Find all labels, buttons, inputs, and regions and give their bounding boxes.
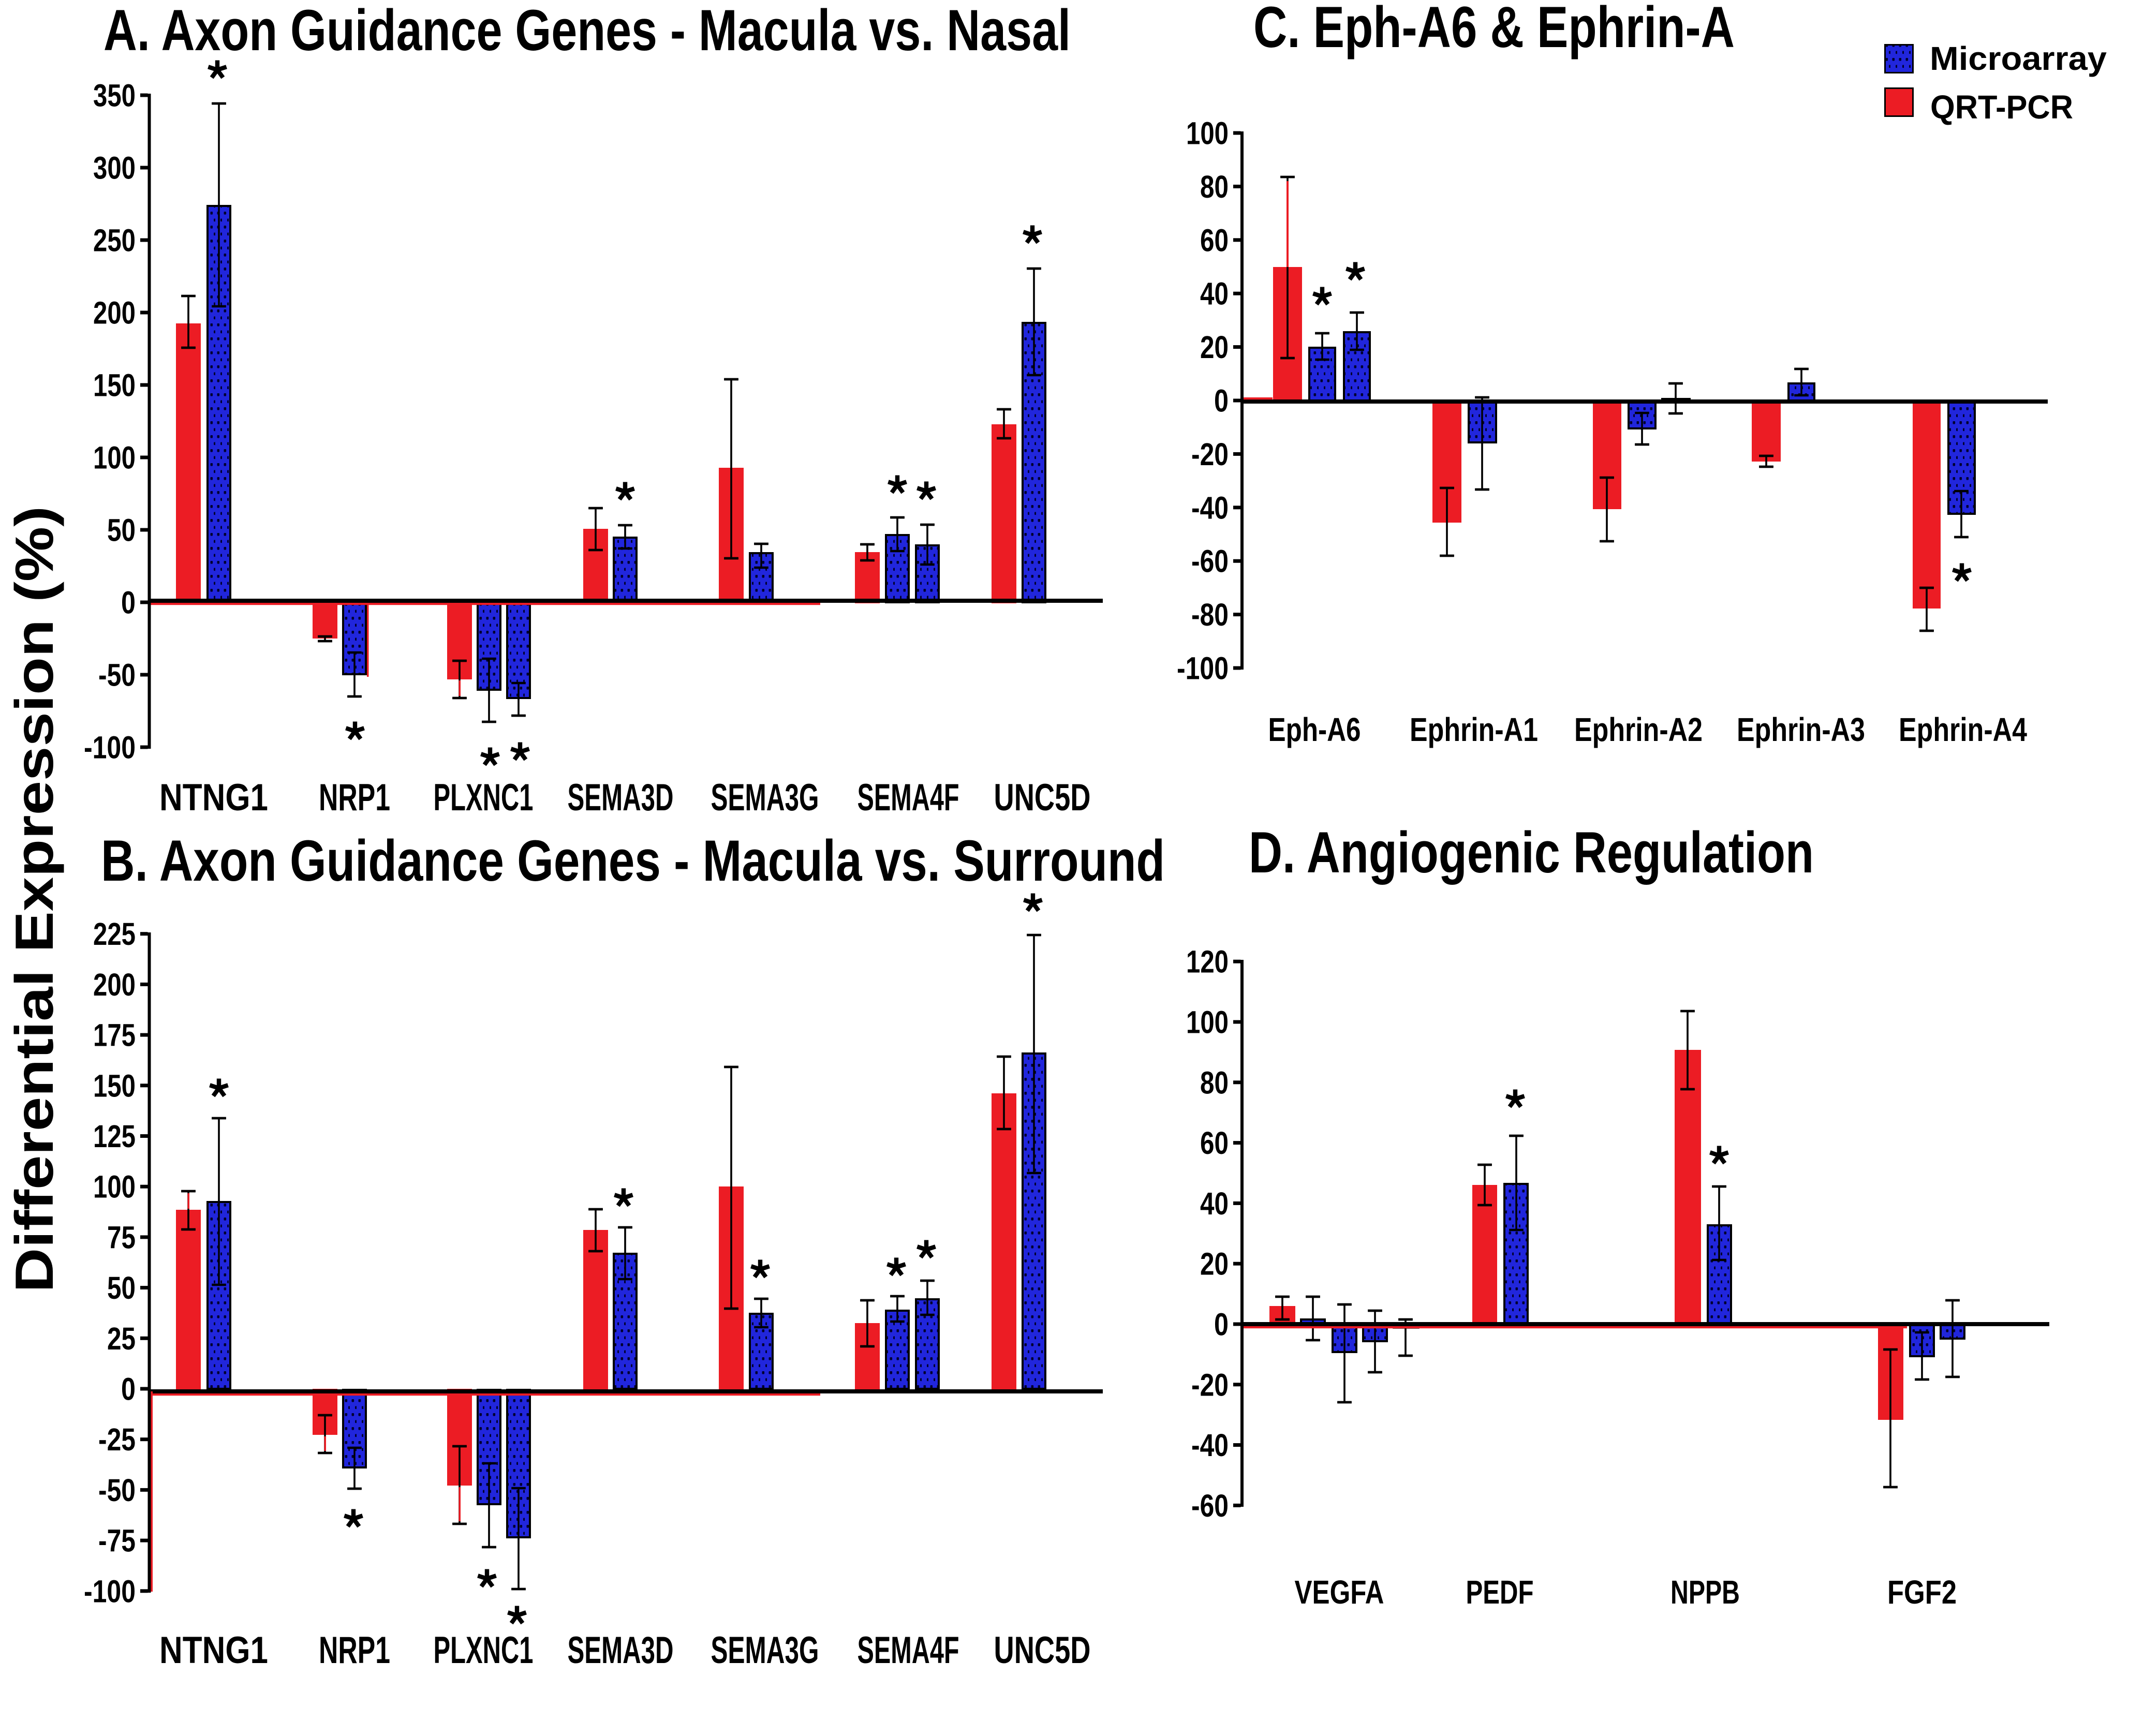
svg-text:350: 350 — [93, 78, 136, 113]
svg-text:FGF2: FGF2 — [1887, 1574, 1957, 1611]
svg-text:NRP1: NRP1 — [319, 777, 390, 819]
svg-text:0: 0 — [121, 585, 136, 620]
svg-text:Eph-A6: Eph-A6 — [1268, 711, 1361, 748]
svg-text:Microarray: Microarray — [1930, 40, 2107, 77]
svg-text:-50: -50 — [98, 658, 136, 693]
svg-text:100: 100 — [93, 1169, 136, 1205]
svg-text:Ephrin-A2: Ephrin-A2 — [1574, 711, 1703, 748]
svg-text:-60: -60 — [1191, 1488, 1229, 1523]
svg-text:SEMA3G: SEMA3G — [711, 1629, 819, 1671]
svg-text:SEMA4F: SEMA4F — [857, 1629, 959, 1671]
svg-text:175: 175 — [93, 1018, 136, 1053]
svg-text:NPPB: NPPB — [1670, 1574, 1740, 1611]
svg-text:Ephrin-A3: Ephrin-A3 — [1737, 711, 1865, 748]
svg-text:PLXNC1: PLXNC1 — [434, 777, 534, 819]
svg-text:125: 125 — [93, 1119, 136, 1154]
svg-text:200: 200 — [93, 967, 136, 1002]
svg-text:-40: -40 — [1191, 1428, 1229, 1463]
svg-text:-100: -100 — [1177, 651, 1229, 686]
svg-text:100: 100 — [93, 440, 136, 476]
svg-text:300: 300 — [93, 151, 136, 186]
svg-text:0: 0 — [1214, 383, 1229, 419]
svg-text:100: 100 — [1186, 1005, 1229, 1040]
svg-text:UNC5D: UNC5D — [994, 1629, 1091, 1671]
svg-text:-100: -100 — [84, 730, 136, 765]
svg-text:-80: -80 — [1191, 597, 1229, 632]
svg-text:200: 200 — [93, 295, 136, 331]
svg-text:QRT-PCR: QRT-PCR — [1930, 88, 2073, 126]
svg-text:C. Eph-A6 & Ephrin-A: C. Eph-A6 & Ephrin-A — [1253, 0, 1735, 60]
svg-text:SEMA3D: SEMA3D — [568, 1629, 674, 1671]
svg-text:-25: -25 — [98, 1422, 136, 1457]
svg-text:20: 20 — [1200, 1247, 1229, 1282]
svg-text:-20: -20 — [1191, 1367, 1229, 1402]
svg-text:0: 0 — [1214, 1307, 1229, 1342]
svg-text:A. Axon Guidance Genes - Macul: A. Axon Guidance Genes - Macula vs. Nasa… — [104, 0, 1071, 63]
svg-text:D. Angiogenic Regulation: D. Angiogenic Regulation — [1249, 820, 1814, 885]
svg-text:80: 80 — [1200, 169, 1229, 204]
svg-text:-50: -50 — [98, 1473, 136, 1508]
svg-text:25: 25 — [107, 1321, 136, 1356]
svg-text:-100: -100 — [84, 1574, 136, 1609]
svg-text:60: 60 — [1200, 1125, 1229, 1161]
svg-text:Ephrin-A4: Ephrin-A4 — [1899, 711, 2027, 748]
svg-text:NTNG1: NTNG1 — [159, 777, 268, 819]
svg-text:-20: -20 — [1191, 437, 1229, 472]
svg-text:Differential Expression (%): Differential Expression (%) — [5, 506, 65, 1293]
svg-text:120: 120 — [1186, 944, 1229, 980]
svg-text:UNC5D: UNC5D — [994, 777, 1091, 819]
svg-text:VEGFA: VEGFA — [1295, 1574, 1384, 1611]
svg-text:SEMA3G: SEMA3G — [711, 777, 819, 819]
svg-text:-60: -60 — [1191, 544, 1229, 579]
svg-text:B. Axon Guidance Genes - Macul: B. Axon Guidance Genes - Macula vs. Surr… — [101, 828, 1165, 893]
svg-text:150: 150 — [93, 368, 136, 403]
svg-text:Ephrin-A1: Ephrin-A1 — [1410, 711, 1538, 748]
svg-text:50: 50 — [107, 513, 136, 548]
svg-text:250: 250 — [93, 223, 136, 258]
svg-text:50: 50 — [107, 1270, 136, 1305]
svg-text:NTNG1: NTNG1 — [159, 1629, 268, 1671]
svg-text:-40: -40 — [1191, 490, 1229, 525]
svg-text:PLXNC1: PLXNC1 — [434, 1629, 534, 1671]
svg-text:SEMA4F: SEMA4F — [857, 777, 959, 819]
svg-text:150: 150 — [93, 1068, 136, 1103]
svg-text:20: 20 — [1200, 330, 1229, 365]
svg-text:40: 40 — [1200, 1186, 1229, 1221]
svg-text:PEDF: PEDF — [1466, 1574, 1534, 1611]
svg-text:80: 80 — [1200, 1065, 1229, 1100]
svg-text:0: 0 — [121, 1372, 136, 1407]
svg-text:SEMA3D: SEMA3D — [568, 777, 674, 819]
svg-text:100: 100 — [1186, 116, 1229, 151]
svg-text:-75: -75 — [98, 1523, 136, 1559]
svg-text:40: 40 — [1200, 276, 1229, 311]
svg-text:60: 60 — [1200, 222, 1229, 258]
svg-text:NRP1: NRP1 — [319, 1629, 390, 1671]
svg-text:75: 75 — [107, 1220, 136, 1255]
svg-text:225: 225 — [93, 916, 136, 952]
